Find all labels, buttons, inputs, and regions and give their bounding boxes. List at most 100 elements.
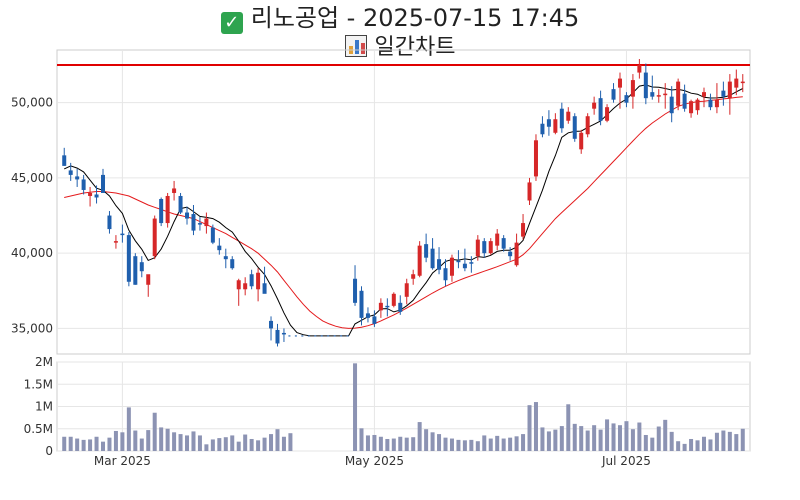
volume-bar <box>404 437 409 451</box>
candle-body <box>566 111 571 121</box>
candle-body <box>592 102 597 109</box>
volume-bar <box>398 436 403 451</box>
candle-body <box>682 93 687 109</box>
candle-body <box>643 72 648 99</box>
volume-bar <box>197 435 202 451</box>
candle-body <box>527 182 532 201</box>
volume-bar <box>540 427 545 451</box>
candle-body <box>689 101 694 114</box>
volume-bar <box>94 436 99 451</box>
volume-bar <box>708 439 713 451</box>
candle-body <box>204 218 209 227</box>
volume-bar <box>385 438 390 451</box>
volume-bar <box>217 438 222 451</box>
candle-body <box>411 274 416 279</box>
volume-bar <box>249 438 254 451</box>
volume-bar <box>663 419 668 451</box>
volume-bar <box>223 437 228 451</box>
volume-bar <box>592 425 597 451</box>
candle-body <box>456 260 461 263</box>
candle-body <box>353 278 358 303</box>
volume-bar <box>527 405 532 451</box>
volume-bar <box>417 422 422 451</box>
candle-body <box>269 320 274 329</box>
candle-body <box>101 174 106 193</box>
volume-bar <box>236 441 241 451</box>
candle-body <box>172 188 177 193</box>
volume-bar <box>533 402 538 451</box>
candle-body <box>165 195 170 224</box>
candle-body <box>359 290 364 318</box>
volume-bar <box>521 434 526 451</box>
volume-bar <box>701 436 706 451</box>
candle-body <box>617 78 622 88</box>
candle-body <box>88 192 93 196</box>
price-plot-frame <box>56 49 751 355</box>
volume-tick-label: 1M <box>35 400 53 414</box>
volume-bar <box>469 439 474 451</box>
candle-body <box>185 212 190 219</box>
candle-body <box>521 223 526 237</box>
bar-chart-icon <box>344 35 367 57</box>
volume-bar <box>139 438 144 451</box>
ma-short-line <box>63 84 744 337</box>
candle-body <box>637 65 642 73</box>
volume-bar <box>159 427 164 451</box>
volume-bar <box>81 439 86 451</box>
volume-bar <box>456 439 461 451</box>
volume-bar <box>230 435 235 451</box>
volume-bar <box>553 429 558 451</box>
candle-body <box>437 259 442 270</box>
candle-body <box>630 80 635 97</box>
volume-bar <box>682 443 687 451</box>
volume-bar <box>740 428 745 451</box>
volume-bar <box>120 432 125 451</box>
volume-bar <box>165 428 170 451</box>
volume-bar <box>68 436 73 451</box>
candle-body <box>701 92 706 97</box>
candle-body <box>68 170 73 175</box>
candle-body <box>378 302 383 311</box>
price-panel: 50,000 45,000 40,000 35,000 <box>11 49 751 355</box>
volume-bar <box>611 423 616 451</box>
volume-bar <box>88 439 93 451</box>
volume-bar <box>152 412 157 451</box>
volume-bar <box>676 441 681 451</box>
candle-body <box>714 99 719 108</box>
candle-body <box>488 241 493 254</box>
candle-body <box>120 233 125 236</box>
volume-bar <box>269 434 274 451</box>
volume-bar <box>579 426 584 451</box>
volume-bar <box>546 431 551 451</box>
candle-body <box>650 92 655 97</box>
volume-bar <box>488 438 493 451</box>
candle-body <box>546 119 551 127</box>
volume-tick-label: 1.5M <box>24 377 53 391</box>
candle-body <box>262 283 267 294</box>
volume-bar <box>624 421 629 451</box>
chart-title-text: 리노공업 - 2025-07-15 17:45 <box>250 4 580 32</box>
candle-body <box>197 223 202 225</box>
volume-bar <box>482 435 487 451</box>
volume-bar <box>689 438 694 451</box>
candle-body <box>727 81 732 99</box>
volume-bar <box>288 433 293 451</box>
candle-body <box>146 274 151 285</box>
candle-body <box>656 95 661 97</box>
volume-bar <box>495 435 500 451</box>
volume-bar <box>146 430 151 451</box>
volume-bar <box>514 436 519 451</box>
candle-body <box>695 99 700 111</box>
candle-body <box>501 238 506 249</box>
volume-bar <box>62 436 67 451</box>
candle-body <box>256 272 261 290</box>
candle-body <box>62 155 67 166</box>
candle-body <box>372 316 377 324</box>
candle-body <box>663 93 668 96</box>
volume-bar <box>637 422 642 451</box>
candle-body <box>230 259 235 269</box>
candle-body <box>462 263 467 269</box>
candle-body <box>404 283 409 297</box>
volume-bar <box>372 434 377 451</box>
